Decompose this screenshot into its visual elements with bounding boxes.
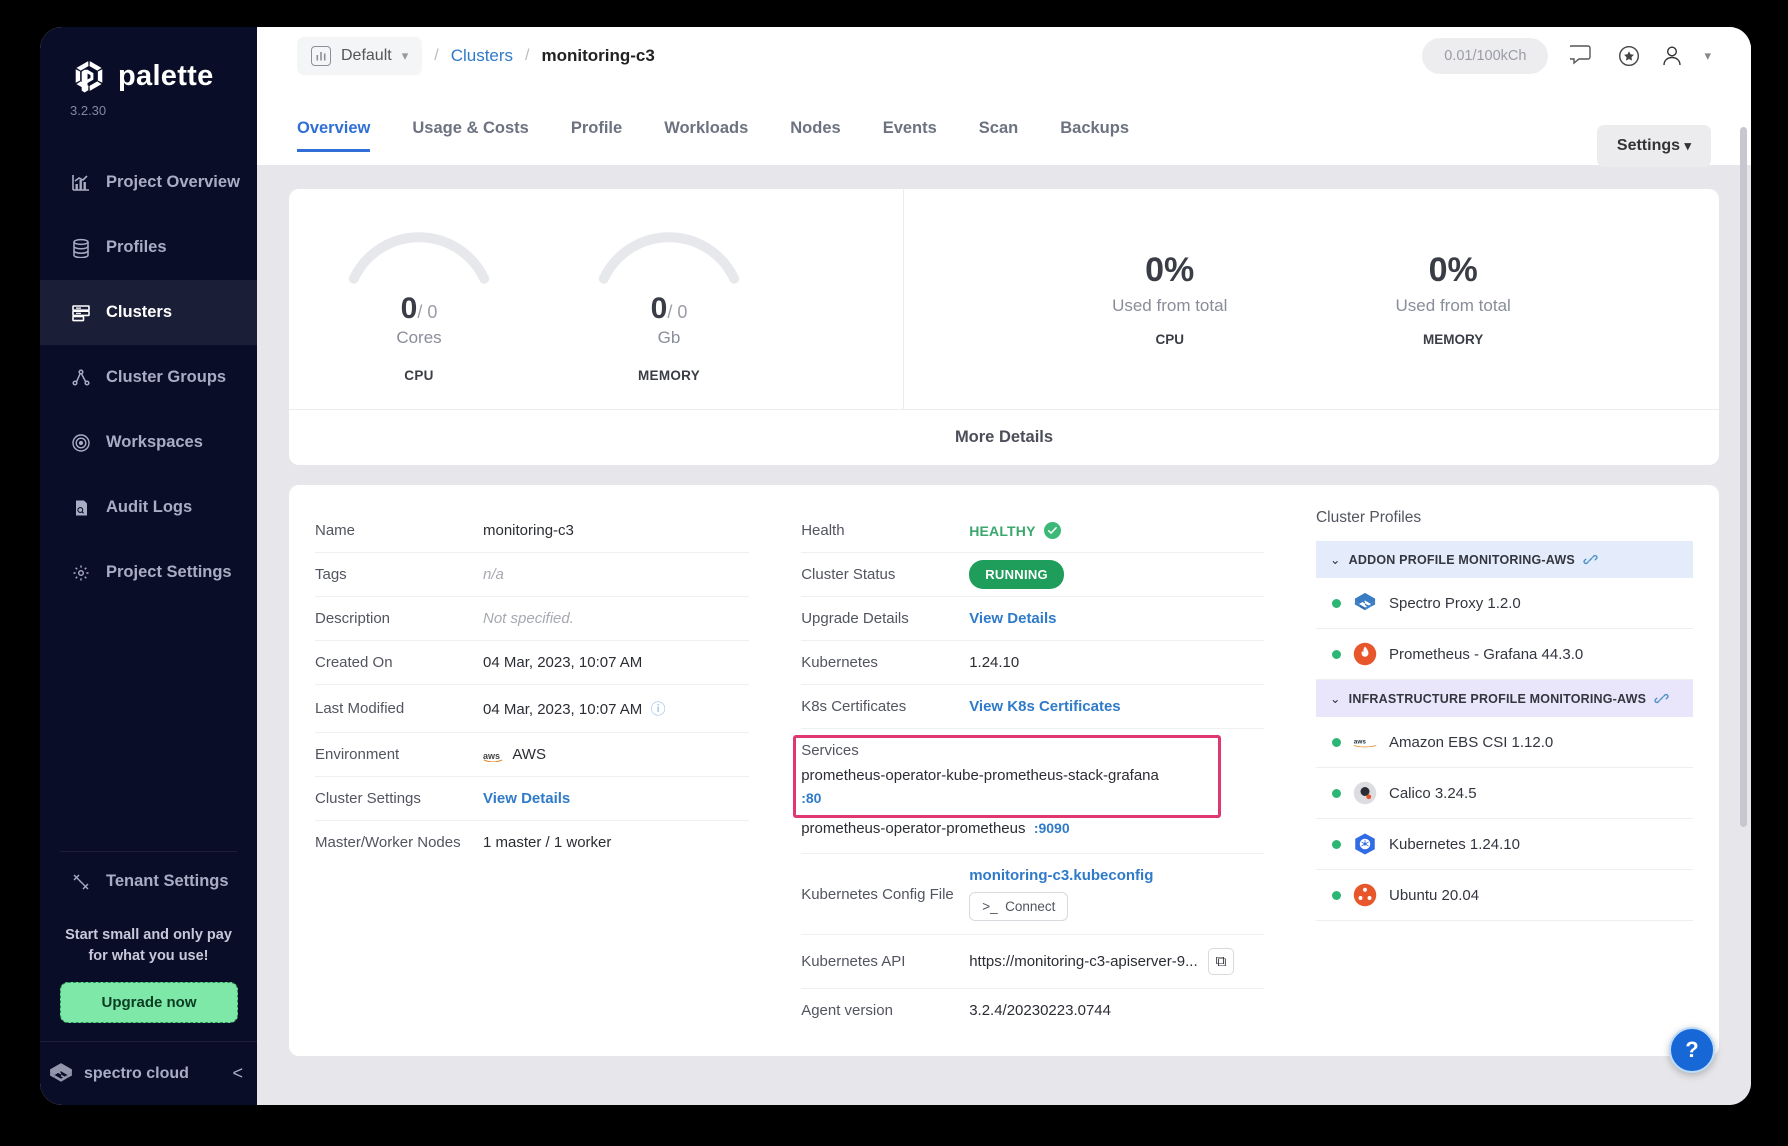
svg-text:aws: aws (1354, 739, 1367, 746)
svg-text:aws: aws (483, 751, 500, 761)
